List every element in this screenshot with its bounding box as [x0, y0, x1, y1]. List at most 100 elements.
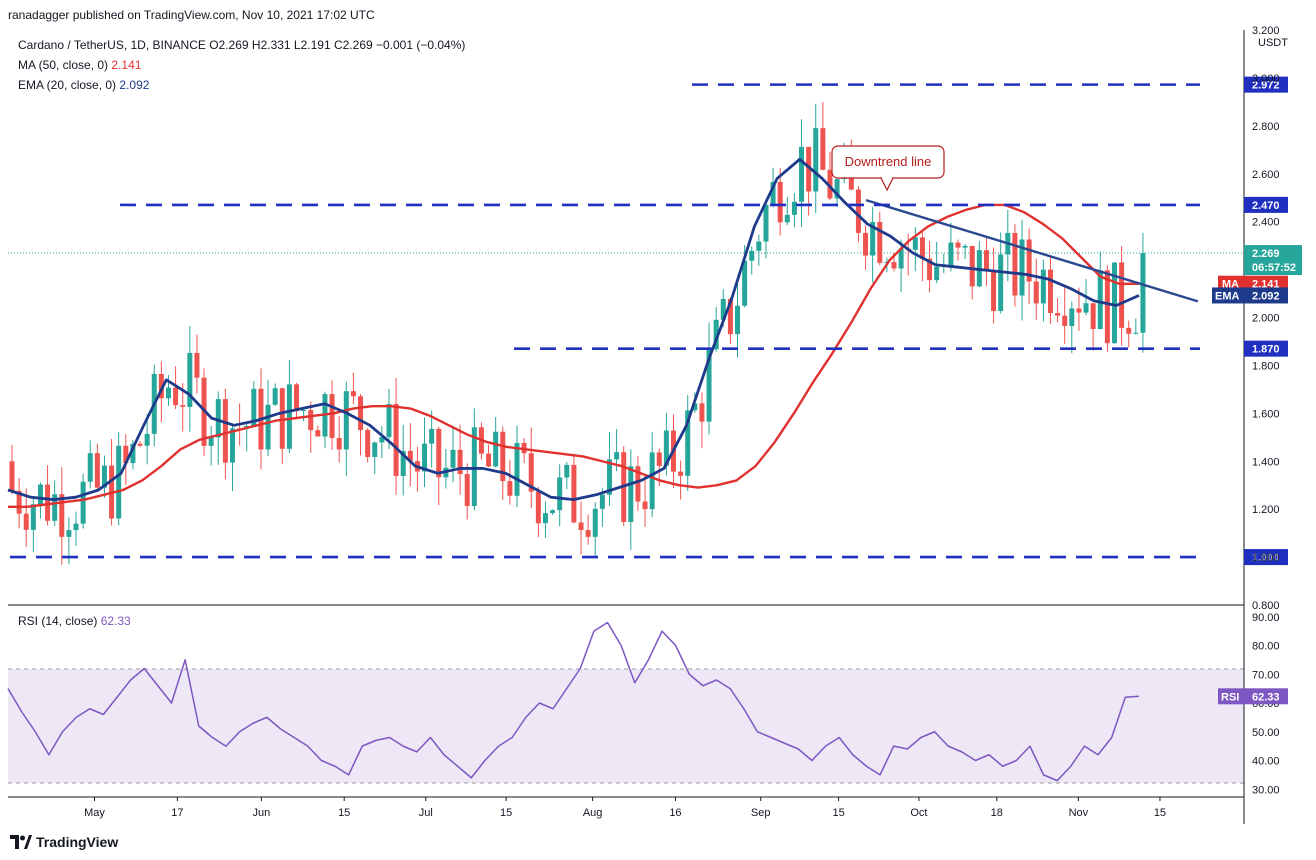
level-tag	[1244, 76, 1288, 93]
time-tick-label: May	[84, 807, 105, 819]
price-tick-label: 0.800	[1252, 600, 1280, 612]
candle-body	[1119, 262, 1125, 328]
candle-body	[400, 450, 406, 476]
downtrend-line	[865, 198, 1199, 303]
level-tag-label: 1.870	[1252, 344, 1280, 356]
price-tick-label: 2.400	[1252, 217, 1280, 229]
time-tick-label: Jun	[253, 807, 271, 819]
candle-body	[336, 437, 342, 450]
candle-body	[294, 384, 300, 412]
price-tick-label: 1.000	[1252, 552, 1280, 564]
rsi-value-tag	[1244, 688, 1288, 705]
price-tick-label: 2.600	[1252, 169, 1280, 181]
time-tick-label: 16	[669, 807, 681, 819]
price-tick-label: 2.000	[1252, 313, 1280, 325]
rsi-legend[interactable]: RSI (14, close) 62.33	[18, 614, 131, 628]
candle-body	[599, 494, 605, 509]
price-tick-label: 1.600	[1252, 408, 1280, 420]
candle-body	[699, 403, 705, 422]
time-tick-label: 17	[171, 807, 183, 819]
downtrend-label: Downtrend line	[845, 154, 932, 169]
candle-body	[791, 201, 797, 215]
candle-body	[87, 453, 93, 482]
candle-body	[301, 410, 307, 412]
candle-body	[1090, 303, 1096, 330]
time-tick-label: Sep	[751, 807, 771, 819]
candle-body	[507, 481, 513, 496]
candle-body	[208, 437, 214, 446]
candle-body	[955, 242, 961, 248]
chart-legend: Cardano / TetherUS, 1D, BINANCE O2.269 H…	[18, 35, 465, 95]
candle-body	[998, 254, 1004, 312]
candle-body	[130, 443, 136, 464]
publish-info: ranadagger published on TradingView.com,…	[8, 8, 375, 22]
candle-body	[535, 491, 541, 524]
candle-body	[834, 179, 840, 199]
candle-body	[1133, 332, 1139, 334]
candle-body	[578, 522, 584, 531]
candle-body	[222, 399, 228, 463]
candle-body	[1111, 262, 1117, 344]
candle-body	[713, 319, 719, 350]
current-price-tag	[1244, 245, 1302, 276]
level-tag	[1244, 549, 1288, 566]
candle-body	[991, 270, 997, 312]
rsi-name-label: RSI	[1221, 691, 1239, 703]
candle-body	[514, 442, 520, 496]
candle-body	[685, 410, 691, 476]
candle-body	[429, 428, 435, 444]
candle-body	[30, 504, 36, 530]
candle-body	[656, 452, 662, 466]
candle-body	[799, 146, 805, 202]
candle-body	[486, 453, 492, 467]
candle-body	[350, 391, 356, 397]
level-tag-label: 1.000	[1252, 552, 1280, 564]
candle-body	[144, 433, 150, 446]
rsi-line	[7, 621, 1139, 782]
ema-value-label: 2.092	[1252, 290, 1280, 302]
candle-body	[308, 410, 314, 431]
candle-body	[1069, 308, 1075, 326]
candle-body	[877, 221, 883, 263]
candle-body	[820, 128, 826, 170]
candle-body	[379, 437, 385, 443]
ema-legend[interactable]: EMA (20, close, 0) 2.092	[18, 75, 465, 95]
candle-body	[756, 241, 762, 251]
price-axis: 3.2003.0002.8002.6002.4002.2002.0001.800…	[1252, 25, 1288, 612]
candle-body	[727, 298, 733, 335]
candle-body	[450, 449, 456, 468]
candle-body	[9, 461, 15, 491]
candle-body	[1126, 327, 1132, 334]
ema-line	[7, 157, 1140, 501]
candle-body	[329, 394, 335, 438]
ema-label: EMA (20, close, 0)	[18, 78, 117, 92]
downtrend-annotation[interactable]: Downtrend line	[831, 145, 945, 192]
candle-body	[194, 352, 200, 378]
candle-body	[1140, 253, 1146, 333]
candle-body	[720, 298, 726, 320]
tradingview-logo[interactable]: TradingView	[10, 834, 118, 850]
candle-body	[919, 237, 925, 259]
candle-body	[165, 387, 171, 399]
candle-body	[80, 481, 86, 524]
candle-body	[606, 459, 612, 495]
candle-body	[770, 181, 776, 205]
ema-name-tag	[1212, 287, 1244, 304]
candle-body	[550, 510, 556, 514]
candle-body	[806, 146, 812, 192]
time-axis: May 17 Jun 15 Jul 15 Aug 16 Sep 15 Oct 18 Nov 15	[84, 797, 1166, 819]
ma-legend[interactable]: MA (50, close, 0) 2.141	[18, 55, 465, 75]
horizontal-levels: 2.972 2.470 1.870 1.000	[10, 76, 1288, 566]
price-tick-label: 1.200	[1252, 504, 1280, 516]
rsi-tick-label: 40.00	[1252, 756, 1280, 768]
current-price-label: 2.269	[1252, 248, 1280, 260]
candle-body	[813, 128, 819, 192]
time-tick-label: Nov	[1069, 807, 1089, 819]
candle-body	[457, 449, 463, 475]
candle-body	[37, 484, 43, 505]
time-tick-label: 15	[500, 807, 512, 819]
candle-body	[1047, 269, 1053, 313]
candle-body	[180, 405, 186, 407]
countdown-timer: 06:57:52	[1252, 262, 1296, 274]
